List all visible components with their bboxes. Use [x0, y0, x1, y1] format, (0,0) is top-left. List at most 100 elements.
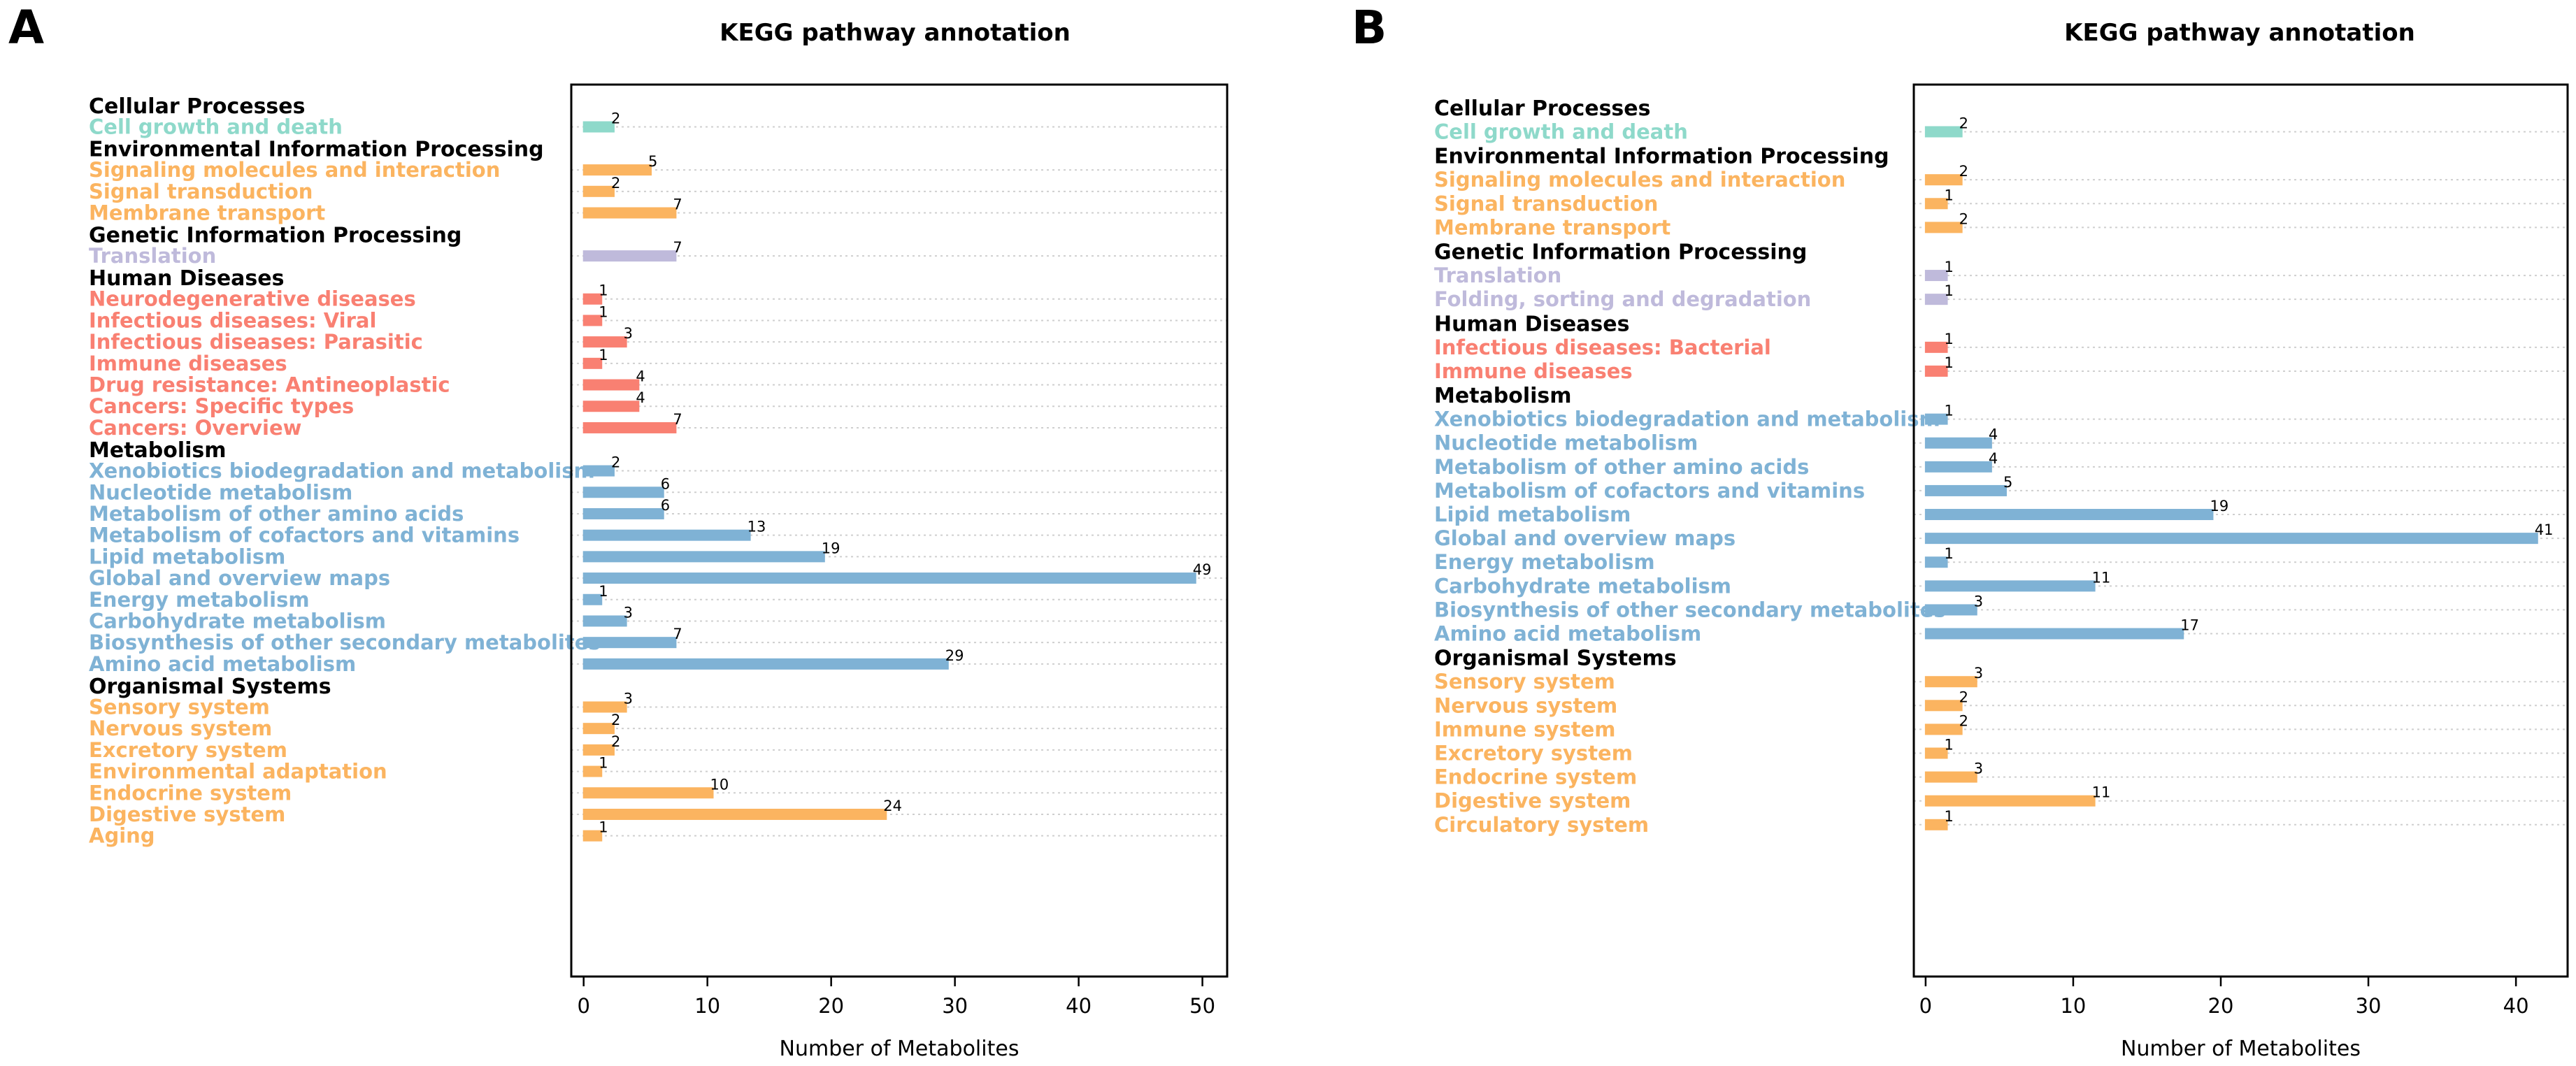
pathway-label: Nervous system: [1434, 693, 1617, 717]
pathway-label: Environmental adaptation: [89, 760, 387, 784]
bar: [582, 744, 615, 756]
category-header: Genetic Information Processing: [1434, 240, 1807, 265]
bar: [582, 615, 627, 627]
bar: [582, 379, 640, 391]
value-label: 3: [624, 690, 633, 707]
pathway-label: Xenobiotics biodegradation and metabolis…: [1434, 408, 1940, 431]
bar: [582, 121, 615, 133]
bar: [582, 336, 627, 348]
value-label: 1: [1945, 282, 1954, 299]
pathway-label: Nucleotide metabolism: [89, 480, 352, 504]
category-header: Environmental Information Processing: [89, 138, 544, 162]
x-tick-label: 0: [577, 994, 589, 1018]
value-label: 1: [599, 755, 608, 772]
value-label: 1: [599, 303, 608, 320]
pathway-label: Lipid metabolism: [1434, 503, 1631, 526]
pathway-label: Immune system: [1434, 717, 1615, 741]
x-tick-label: 10: [694, 994, 720, 1018]
value-label: 13: [747, 519, 766, 535]
value-label: 49: [1193, 561, 1212, 578]
category-header: Environmental Information Processing: [1434, 145, 1889, 169]
plot-frame: [570, 83, 1229, 978]
bar: [582, 207, 677, 219]
value-label: 4: [636, 389, 645, 406]
category-header: Organismal Systems: [89, 675, 331, 699]
pathway-label: Drug resistance: Antineoplastic: [89, 373, 450, 397]
x-tick-label: 30: [942, 994, 968, 1018]
pathway-label: Amino acid metabolism: [89, 652, 356, 676]
x-tick-label: 10: [2060, 994, 2086, 1018]
x-tick-label: 30: [2356, 994, 2382, 1018]
value-label: 2: [1959, 163, 1968, 180]
value-label: 7: [673, 196, 682, 213]
bar: [582, 808, 887, 820]
value-label: 24: [883, 798, 902, 814]
pathway-label: Global and overview maps: [1434, 526, 1736, 550]
pathway-label: Infectious diseases: Bacterial: [1434, 336, 1771, 359]
category-header: Genetic Information Processing: [89, 224, 461, 248]
bar: [582, 401, 640, 412]
value-label: 1: [1945, 354, 1954, 371]
pathway-label: Signal transduction: [89, 180, 313, 203]
bar: [582, 293, 603, 305]
pathway-label: Immune diseases: [1434, 359, 1633, 383]
value-label: 4: [1989, 426, 1998, 443]
bar: [1924, 174, 1963, 186]
value-label: 7: [673, 626, 682, 642]
value-label: 6: [661, 475, 670, 492]
value-label: 2: [1959, 689, 1968, 705]
value-label: 7: [673, 411, 682, 428]
pathway-label: Metabolism of cofactors and vitamins: [89, 524, 520, 547]
pathway-label: Membrane transport: [89, 201, 325, 225]
pathway-label: Signaling molecules and interaction: [1434, 168, 1845, 192]
pathway-label: Amino acid metabolism: [1434, 622, 1701, 646]
x-axis-title: Number of Metabolites: [2121, 1037, 2361, 1061]
plot-frame: [1912, 83, 2569, 978]
value-label: 11: [2092, 784, 2111, 801]
pathway-label: Excretory system: [1434, 742, 1633, 765]
bar: [1924, 437, 1992, 449]
value-label: 4: [1989, 450, 1998, 467]
value-label: 29: [945, 647, 964, 664]
value-label: 3: [1974, 593, 1983, 610]
pathway-label: Signaling molecules and interaction: [89, 158, 500, 182]
panel-letter: B: [1352, 1, 1387, 55]
pathway-label: Endocrine system: [89, 781, 292, 805]
pathway-label: Nervous system: [89, 716, 272, 740]
value-label: 10: [710, 776, 729, 793]
pathway-label: Translation: [89, 244, 216, 268]
bar: [1924, 222, 1963, 233]
x-axis-title: Number of Metabolites: [780, 1037, 1019, 1061]
value-label: 6: [661, 497, 670, 514]
bar: [1924, 365, 1948, 377]
pathway-label: Translation: [1434, 264, 1561, 287]
bar: [582, 357, 603, 369]
bar: [582, 487, 664, 498]
bar: [1924, 723, 1963, 735]
pathway-label: Metabolism of other amino acids: [89, 502, 464, 526]
category-header: Cellular Processes: [89, 94, 306, 119]
pathway-label: Folding, sorting and degradation: [1434, 287, 1811, 311]
bar: [582, 250, 677, 262]
value-label: 2: [611, 175, 620, 192]
pathway-label: Digestive system: [1434, 789, 1631, 813]
pathway-label: Metabolism of other amino acids: [1434, 455, 1809, 479]
bar: [1924, 628, 2184, 640]
bar: [582, 701, 627, 713]
bar: [582, 185, 615, 197]
bar: [582, 658, 949, 670]
x-tick-label: 20: [818, 994, 844, 1018]
bar: [582, 723, 615, 735]
value-label: 41: [2535, 521, 2554, 538]
bar: [582, 765, 603, 777]
bar: [1924, 556, 1948, 568]
pathway-label: Cell growth and death: [1434, 120, 1688, 144]
value-label: 11: [2092, 569, 2111, 586]
value-label: 1: [1945, 737, 1954, 754]
x-tick-label: 50: [1189, 994, 1215, 1018]
bar: [1924, 341, 1948, 353]
pathway-label: Energy metabolism: [89, 588, 310, 612]
bar: [582, 830, 603, 842]
value-label: 2: [1959, 712, 1968, 729]
